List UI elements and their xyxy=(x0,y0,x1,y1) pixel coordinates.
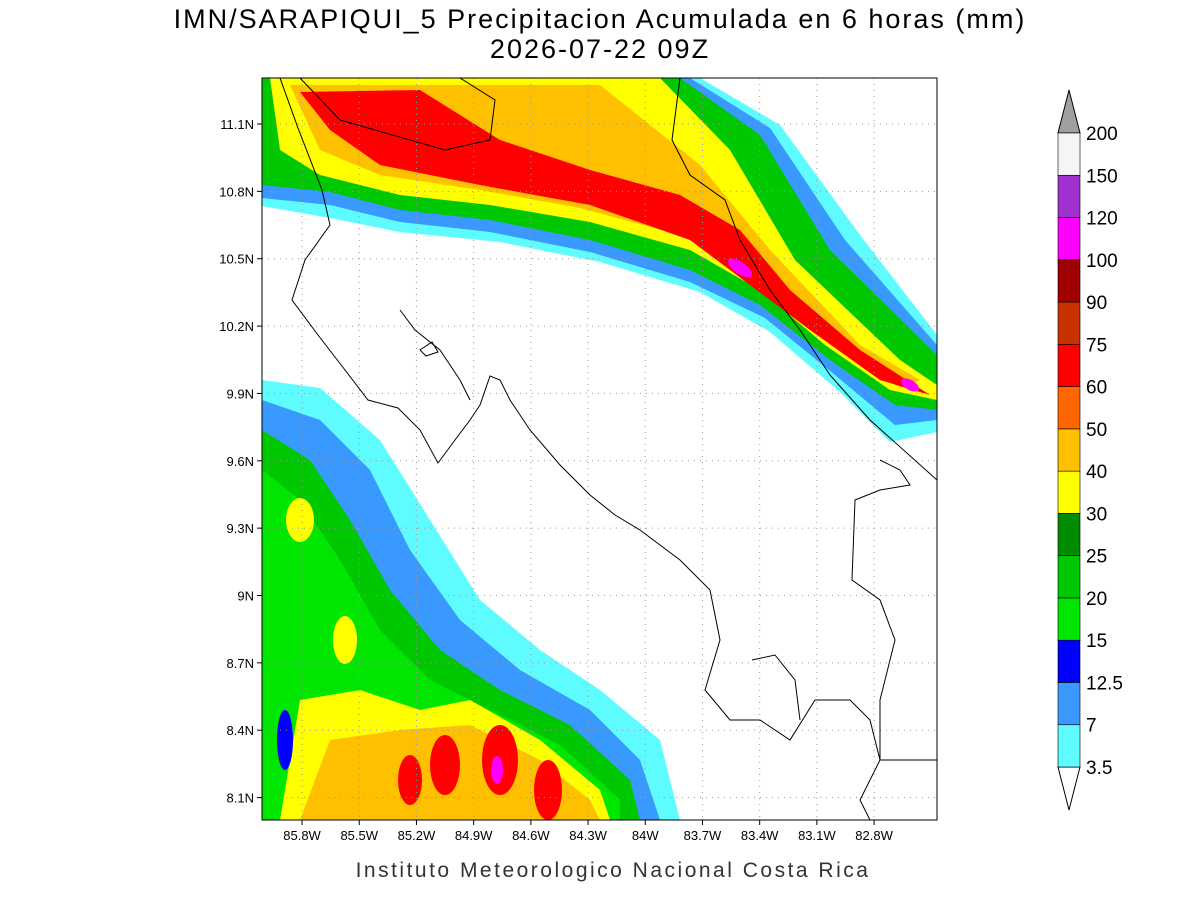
legend-label: 100 xyxy=(1086,251,1118,272)
grid: 11.1N 10.8N 10.5N 10.2N 9.9N 9.6N 9.3N 9N 8.7N 8.… xyxy=(219,78,937,843)
legend-label: 3.5 xyxy=(1086,758,1112,779)
color-bin xyxy=(1057,470,1081,514)
legend-label: 25 xyxy=(1086,547,1107,568)
lon-label: 83.1W xyxy=(798,828,836,843)
legend-label: 7 xyxy=(1086,716,1097,737)
over-triangle xyxy=(1057,89,1081,134)
lon-label: 85.5W xyxy=(340,828,378,843)
lat-label: 8.1N xyxy=(227,791,254,806)
coastlines xyxy=(279,78,937,820)
color-bin xyxy=(1057,132,1081,176)
legend-label: 15 xyxy=(1086,631,1107,652)
lat-label: 10.2N xyxy=(219,319,254,334)
lon-label: 84.9W xyxy=(455,828,493,843)
legend-label: 200 xyxy=(1086,124,1118,145)
lon-label: 83.7W xyxy=(684,828,722,843)
color-bin xyxy=(1057,513,1081,556)
legend-label: 90 xyxy=(1086,293,1107,314)
color-bin xyxy=(1057,344,1081,387)
legend-label: 120 xyxy=(1086,209,1118,230)
legend-label: 150 xyxy=(1086,166,1118,187)
color-bin xyxy=(1057,639,1081,683)
legend-label: 50 xyxy=(1086,420,1107,441)
colorbar: 3.5 7 12.5 15 20 25 30 40 50 60 75 90 100 120 150 200 xyxy=(1057,89,1123,811)
color-bin xyxy=(1057,428,1081,472)
lat-label: 11.1N xyxy=(220,117,254,132)
map-title: IMN/SARAPIQUI_5 Precipitacion Acumulada … xyxy=(174,4,1027,34)
lon-label: 83.4W xyxy=(741,828,779,843)
map-subtitle: 2026-07-22 09Z xyxy=(490,34,710,64)
map-frame xyxy=(261,77,938,821)
lat-label: 9.9N xyxy=(227,386,254,401)
color-bin xyxy=(1057,597,1081,641)
color-bin xyxy=(1057,682,1081,726)
color-bin xyxy=(1057,555,1081,599)
under-triangle xyxy=(1057,766,1081,811)
legend-label: 12.5 xyxy=(1086,673,1123,694)
color-bin xyxy=(1057,724,1081,768)
lon-label: 84.6W xyxy=(512,828,550,843)
color-bin xyxy=(1057,217,1081,261)
lat-label: 10.8N xyxy=(219,184,254,199)
lon-label: 84W xyxy=(632,828,659,843)
lat-label: 9N xyxy=(237,588,254,603)
footer: Instituto Meteorologico Nacional Costa R… xyxy=(356,859,871,882)
legend-label: 75 xyxy=(1086,335,1107,356)
color-bin xyxy=(1057,174,1081,218)
lat-label: 8.4N xyxy=(227,723,254,738)
legend-label: 40 xyxy=(1086,462,1107,483)
lat-label: 9.6N xyxy=(227,454,254,469)
legend-label: 60 xyxy=(1086,378,1107,399)
lon-label: 82.8W xyxy=(855,828,893,843)
lat-label: 8.7N xyxy=(227,656,254,671)
color-bin xyxy=(1057,259,1081,303)
lat-label: 10.5N xyxy=(219,252,254,267)
lon-label: 85.2W xyxy=(398,828,436,843)
legend-label: 30 xyxy=(1086,504,1107,525)
precip-field xyxy=(262,78,937,820)
color-bin xyxy=(1057,301,1081,345)
lon-label: 85.8W xyxy=(283,828,321,843)
color-bin xyxy=(1057,386,1081,430)
lon-label: 84.3W xyxy=(569,828,607,843)
legend-label: 20 xyxy=(1086,589,1107,610)
lat-label: 9.3N xyxy=(227,521,254,536)
